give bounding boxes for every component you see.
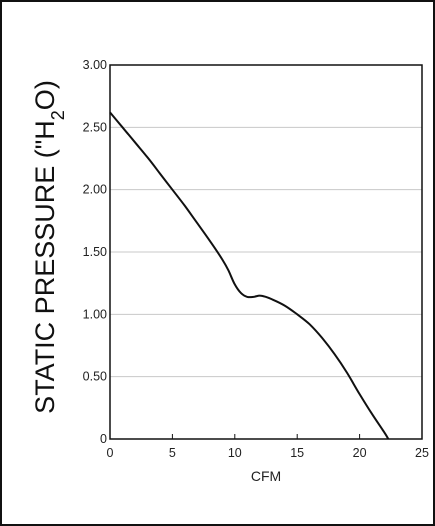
y-tick-label: 0 [100,432,107,446]
static-pressure-curve [109,111,390,440]
x-tick-layer: 0 5 10 15 20 25 [107,434,429,460]
y-axis-label-main: STATIC PRESSURE ("H [30,120,60,414]
x-tick-label: 0 [107,446,114,460]
y-tick-label: 1.00 [83,307,107,321]
y-axis-label-end: O) [30,80,60,110]
y-tick-label: 2.50 [83,120,107,134]
grid-layer [110,126,422,378]
x-axis-label: CFM [251,468,281,484]
y-axis-label: STATIC PRESSURE ("H2O) [30,80,68,414]
x-tick-label: 10 [228,446,242,460]
y-tick-layer: 0 0.50 1.00 1.50 2.00 2.50 3.00 [83,58,107,446]
x-tick-label: 25 [415,446,429,460]
y-tick-label: 1.50 [83,245,107,259]
y-tick-label: 2.00 [83,183,107,197]
x-tick-label: 5 [169,446,176,460]
x-tick-label: 20 [353,446,367,460]
plot-area-border [109,64,423,440]
y-tick-label: 3.00 [83,58,107,72]
y-tick-label: 0.50 [83,370,107,384]
x-tick-label: 15 [290,446,304,460]
y-axis-label-subscript: 2 [48,110,68,120]
